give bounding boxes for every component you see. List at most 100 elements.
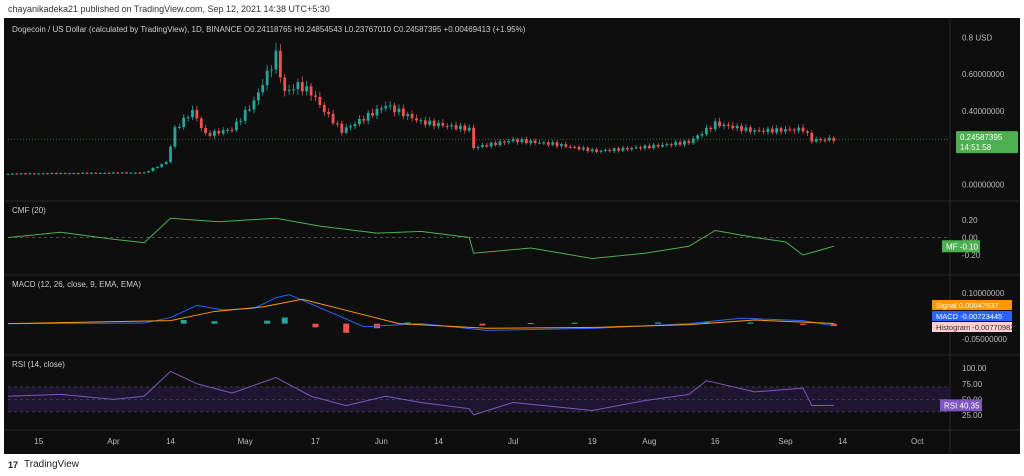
- footer: 17 TradingView: [0, 454, 1024, 476]
- candle-body: [186, 117, 190, 119]
- candle-body: [340, 123, 344, 133]
- rsi-tick-label: 25.00: [962, 411, 983, 420]
- time-tick-label: 16: [711, 437, 720, 446]
- macd-histogram-bar: [747, 322, 754, 324]
- candle-body: [41, 173, 45, 175]
- candle-body: [213, 130, 216, 136]
- candle-body: [46, 173, 49, 175]
- candle-body: [314, 95, 317, 97]
- candle-body: [305, 86, 309, 92]
- candle-body: [757, 130, 761, 132]
- candle-body: [428, 120, 432, 125]
- candle-body: [252, 100, 256, 110]
- candle-body: [744, 127, 748, 131]
- candle-body: [388, 105, 392, 107]
- chart-svg[interactable]: Dogecoin / US Dollar (calculated by Trad…: [4, 18, 1020, 454]
- candle-body: [28, 173, 32, 175]
- candle-body: [76, 173, 80, 175]
- candle-body: [472, 127, 476, 149]
- candle-body: [10, 173, 14, 175]
- candle-body: [336, 123, 339, 125]
- time-tick-label: Sep: [778, 437, 793, 446]
- candle-body: [792, 129, 796, 131]
- candle-body: [480, 145, 484, 147]
- candle-body: [419, 120, 423, 122]
- candle-body: [375, 108, 379, 116]
- candle-body: [327, 111, 331, 114]
- candle-body: [507, 141, 511, 143]
- rsi-value-box: [940, 399, 982, 412]
- candle-body: [349, 126, 353, 128]
- candle-body: [116, 172, 120, 174]
- candle-body: [546, 142, 550, 145]
- candle-body: [94, 172, 98, 174]
- price-tick-label: 0.40000000: [962, 107, 1005, 116]
- candle-body: [54, 173, 58, 175]
- macd-histogram-bar: [527, 323, 534, 325]
- candle-body: [573, 146, 577, 148]
- candle-body: [647, 145, 651, 149]
- candle-body: [612, 148, 616, 152]
- candle-body: [169, 146, 172, 163]
- candle-body: [445, 125, 449, 127]
- candle-body: [6, 173, 10, 175]
- macd-title: MACD (12, 26, close, 9, EMA, EMA): [12, 280, 141, 289]
- candle-body: [784, 129, 787, 132]
- candle-body: [98, 172, 102, 174]
- candle-body: [502, 141, 506, 143]
- macd-histogram-bar: [703, 321, 710, 324]
- candle-body: [261, 85, 265, 93]
- macd-histogram-bar: [211, 321, 218, 324]
- macd-legend-label: Histogram -0.00770982: [936, 323, 1014, 332]
- candle-body: [498, 141, 502, 146]
- candle-body: [287, 90, 291, 92]
- candle-body: [485, 145, 489, 147]
- candle-body: [665, 144, 669, 146]
- candle-body: [467, 127, 471, 131]
- candle-body: [586, 147, 590, 152]
- candle-body: [270, 69, 273, 71]
- time-tick-label: 15: [34, 437, 43, 446]
- candle-body: [401, 108, 405, 117]
- candle-body: [625, 147, 629, 150]
- macd-legend-box: [932, 322, 1012, 332]
- candle-body: [274, 50, 278, 70]
- candle-body: [296, 82, 300, 90]
- candle-body: [700, 134, 704, 136]
- candle-body: [797, 127, 801, 131]
- last-price-box: [956, 131, 1018, 154]
- candle-body: [397, 108, 401, 113]
- brand-label[interactable]: TradingView: [24, 459, 80, 470]
- candle-body: [199, 118, 203, 129]
- time-tick-label: Jun: [375, 437, 388, 446]
- candle-body: [459, 125, 462, 130]
- candle-body: [643, 145, 647, 149]
- candle-body: [608, 150, 612, 152]
- candle-body: [15, 173, 19, 175]
- candle-body: [454, 125, 458, 130]
- candle-body: [753, 130, 757, 132]
- candle-body: [520, 139, 524, 143]
- candle-body: [674, 142, 678, 146]
- chart-area[interactable]: Dogecoin / US Dollar (calculated by Trad…: [4, 18, 1020, 454]
- candle-body: [59, 173, 63, 175]
- candle-body: [819, 139, 823, 141]
- rsi-tick-label: 100.00: [962, 364, 987, 373]
- candle-body: [362, 118, 366, 121]
- candle-body: [191, 109, 194, 118]
- cmf-value-box: [942, 240, 980, 253]
- candle-body: [24, 173, 27, 175]
- candle-body: [718, 121, 721, 127]
- cmf-tick-label: 0.20: [962, 216, 978, 225]
- candle-body: [322, 104, 326, 112]
- candle-body: [151, 167, 155, 172]
- candle-body: [770, 128, 774, 133]
- candle-body: [103, 172, 107, 174]
- candle-body: [595, 149, 598, 152]
- cmf-tick-label: 0.00: [962, 234, 978, 243]
- candle-body: [599, 150, 603, 152]
- candle-body: [661, 144, 664, 147]
- candle-body: [582, 147, 585, 150]
- price-tick-label: 0.00000000: [962, 180, 1005, 189]
- candle-body: [489, 142, 493, 147]
